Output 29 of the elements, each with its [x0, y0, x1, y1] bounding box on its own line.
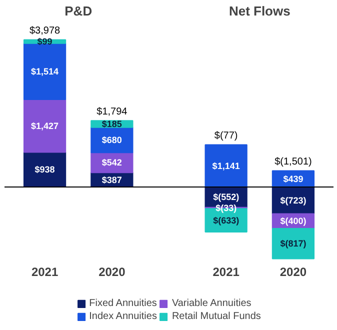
- legend-label: Variable Annuities: [172, 298, 252, 309]
- x-tick-label: 2021: [31, 264, 58, 279]
- x-tick-label: 2021: [212, 264, 240, 279]
- data-label: $(400): [280, 216, 306, 226]
- total-label: $1,794: [96, 106, 128, 118]
- data-label: $680: [102, 135, 122, 146]
- data-label: $938: [34, 164, 55, 175]
- data-label: $(633): [213, 215, 240, 226]
- total-label: $3,978: [29, 26, 61, 37]
- legend-label: Index Annuities: [89, 311, 157, 322]
- data-label: $(552): [213, 192, 240, 202]
- total-label: $(77): [214, 130, 238, 142]
- data-label: $185: [102, 119, 122, 129]
- data-label: $(817): [280, 238, 306, 249]
- data-label: $1,141: [212, 160, 240, 171]
- data-label: $1,427: [31, 120, 59, 131]
- data-label: $1,514: [31, 66, 59, 76]
- x-tick-label: 2020: [280, 264, 307, 279]
- x-tick-label: 2020: [98, 264, 126, 279]
- total-label: $(1,501): [274, 156, 312, 168]
- text: Net Flows: [228, 4, 290, 18]
- data-label: $99: [37, 36, 52, 47]
- data-label: $(723): [280, 195, 306, 206]
- text: P&D: [64, 4, 92, 18]
- data-label: $387: [102, 174, 122, 185]
- data-label: $542: [102, 158, 122, 168]
- legend-label: Retail Mutual Funds: [172, 311, 261, 322]
- data-label: $439: [283, 174, 304, 184]
- legend-label: Fixed Annuities: [89, 298, 157, 309]
